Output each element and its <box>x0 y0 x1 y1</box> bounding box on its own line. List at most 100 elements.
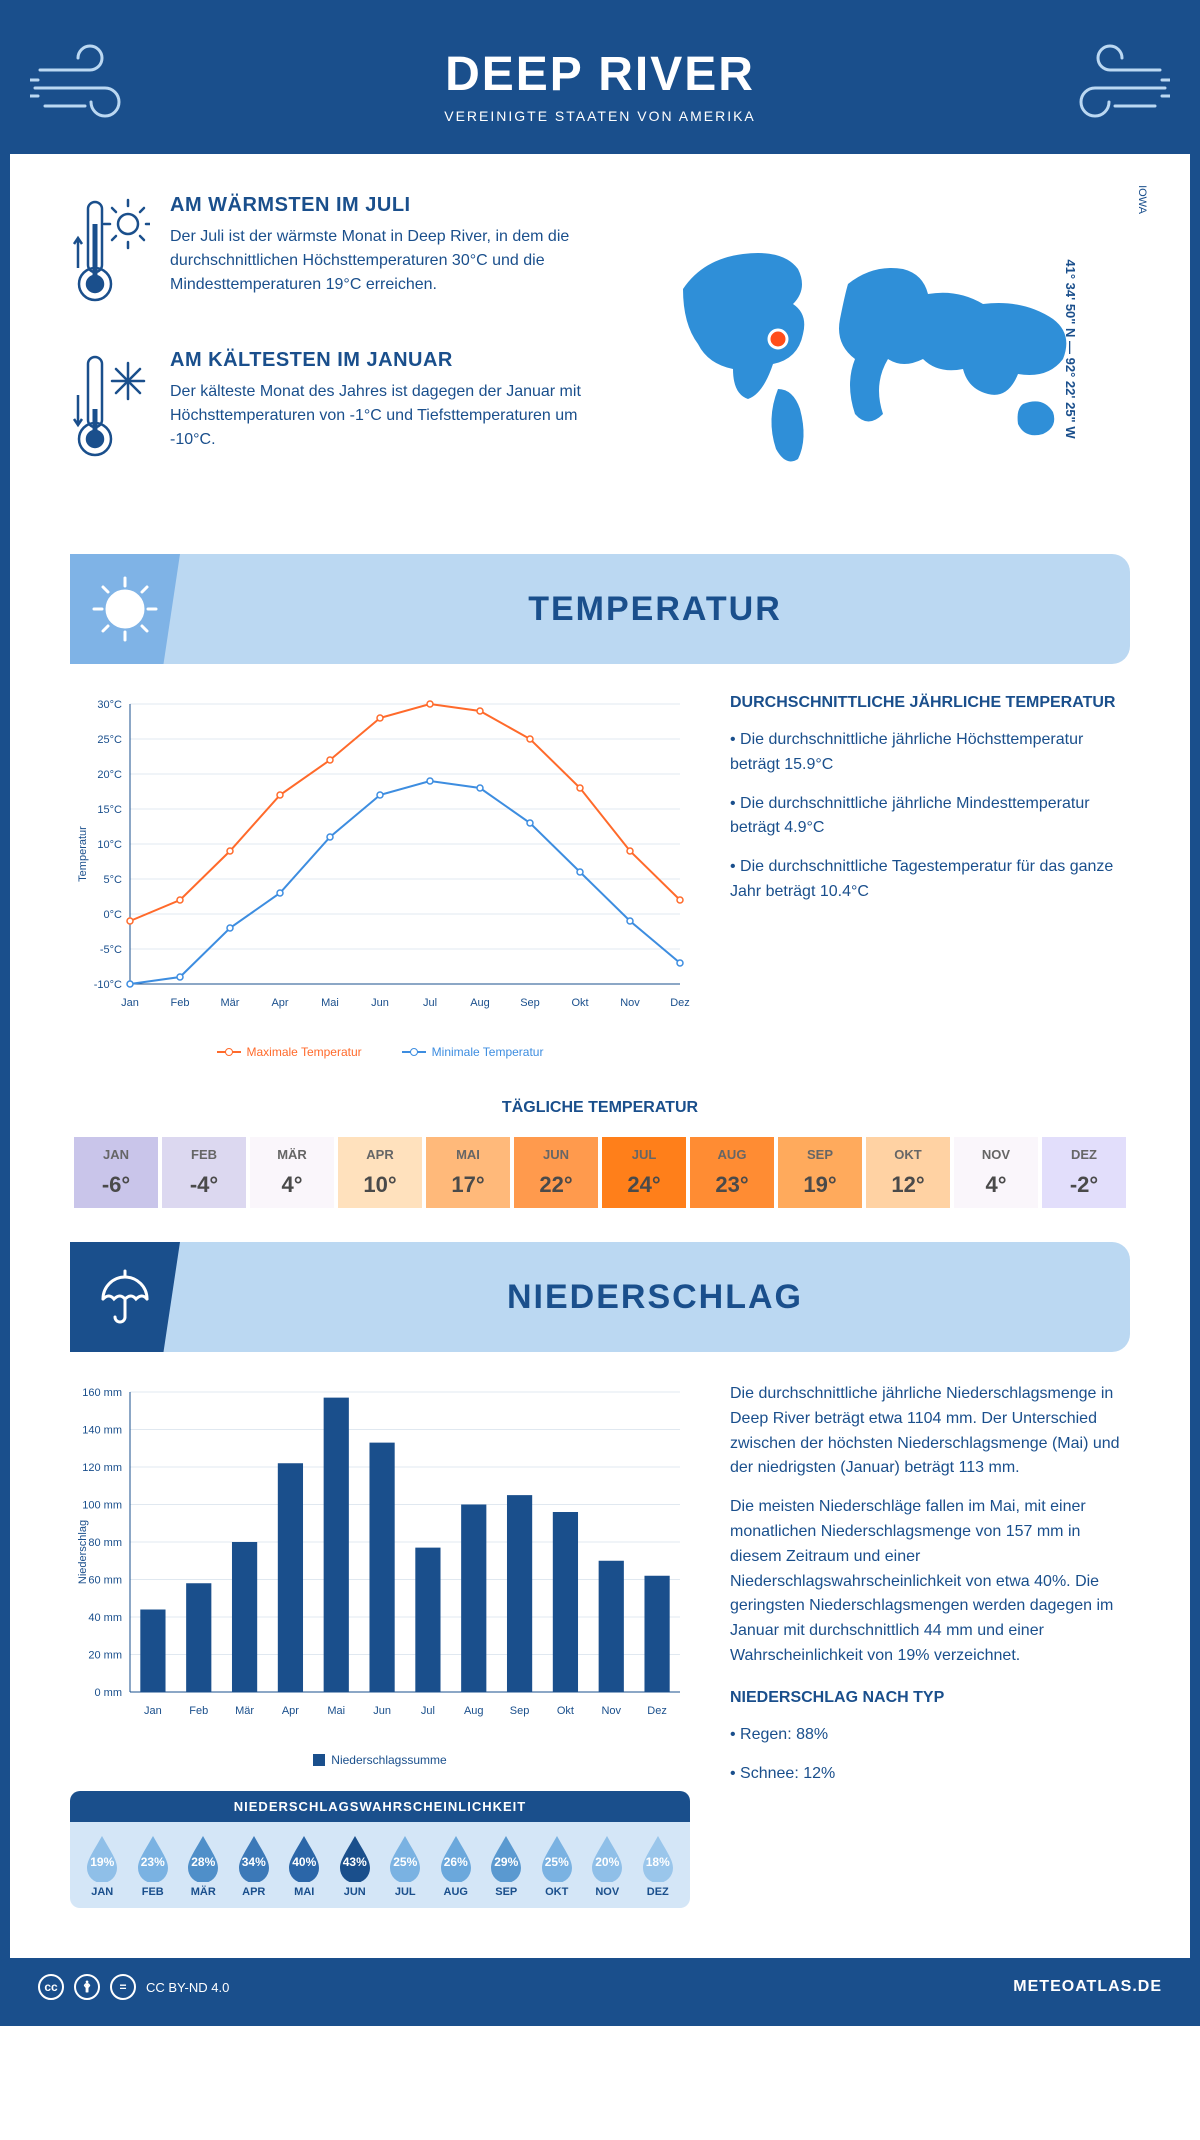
probability-cell: 19%JAN <box>78 1834 127 1898</box>
temp-summary-list: Die durchschnittliche jährliche Höchstte… <box>730 728 1130 905</box>
daily-temp-cell: JUN22° <box>512 1135 600 1210</box>
svg-text:Okt: Okt <box>557 1705 574 1717</box>
svg-text:Jun: Jun <box>373 1705 391 1717</box>
svg-text:5°C: 5°C <box>104 874 123 886</box>
svg-text:Aug: Aug <box>464 1705 484 1717</box>
precip-type-item: Regen: 88% <box>730 1723 1130 1748</box>
probability-cell: 43%JUN <box>331 1834 380 1898</box>
svg-text:120 mm: 120 mm <box>82 1462 122 1474</box>
license-text: CC BY-ND 4.0 <box>146 1980 229 1995</box>
footer: cc 🛉 = CC BY-ND 4.0 METEOATLAS.DE <box>10 1958 1190 2016</box>
probability-cell: 20%NOV <box>583 1834 632 1898</box>
header: DEEP RIVER VEREINIGTE STAATEN VON AMERIK… <box>10 10 1190 154</box>
svg-text:Apr: Apr <box>271 997 288 1009</box>
svg-text:0 mm: 0 mm <box>95 1687 123 1699</box>
precip-type-list: Regen: 88% Schnee: 12% <box>730 1723 1130 1787</box>
temp-bullet: Die durchschnittliche Tagestemperatur fü… <box>730 855 1130 905</box>
svg-text:20 mm: 20 mm <box>88 1650 122 1662</box>
svg-text:Nov: Nov <box>601 1705 621 1717</box>
svg-text:20°C: 20°C <box>97 769 122 781</box>
svg-text:Dez: Dez <box>670 997 690 1009</box>
svg-text:Jan: Jan <box>121 997 139 1009</box>
daily-temp-cell: AUG23° <box>688 1135 776 1210</box>
svg-text:160 mm: 160 mm <box>82 1387 122 1399</box>
wind-icon-left <box>30 40 150 130</box>
svg-text:100 mm: 100 mm <box>82 1500 122 1512</box>
svg-text:10°C: 10°C <box>97 839 122 851</box>
temp-legend: Maximale Temperatur Minimale Temperatur <box>70 1045 690 1059</box>
daily-temp-title: TÄGLICHE TEMPERATUR <box>10 1099 1190 1117</box>
location-marker <box>769 330 787 348</box>
probability-cell: 23%FEB <box>129 1834 178 1898</box>
temperature-line-chart: -10°C-5°C0°C5°C10°C15°C20°C25°C30°CJanFe… <box>70 694 690 1034</box>
precip-paragraph: Die durchschnittliche jährliche Niedersc… <box>730 1382 1130 1481</box>
coldest-text: Der kälteste Monat des Jahres ist dagege… <box>170 380 585 452</box>
probability-cell: 18%DEZ <box>634 1834 683 1898</box>
svg-text:Jan: Jan <box>144 1705 162 1717</box>
temp-summary-heading: DURCHSCHNITTLICHE JÄHRLICHE TEMPERATUR <box>730 694 1130 712</box>
precip-type-heading: NIEDERSCHLAG NACH TYP <box>730 1689 1130 1707</box>
cc-icon: cc <box>38 1974 64 2000</box>
svg-text:Okt: Okt <box>571 997 588 1009</box>
svg-text:-10°C: -10°C <box>94 979 122 991</box>
daily-temp-cell: OKT12° <box>864 1135 952 1210</box>
nd-icon: = <box>110 1974 136 2000</box>
probability-cell: 29%SEP <box>482 1834 531 1898</box>
daily-temp-cell: JUL24° <box>600 1135 688 1210</box>
svg-text:Jul: Jul <box>423 997 437 1009</box>
precipitation-heading: NIEDERSCHLAG <box>180 1278 1130 1317</box>
precip-type-item: Schnee: 12% <box>730 1762 1130 1787</box>
coordinates: 41° 34' 50" N — 92° 22' 25" W <box>1063 259 1078 438</box>
probability-title: NIEDERSCHLAGSWAHRSCHEINLICHKEIT <box>70 1791 690 1822</box>
svg-text:Sep: Sep <box>510 1705 530 1717</box>
page-subtitle: VEREINIGTE STAATEN VON AMERIKA <box>150 108 1050 124</box>
world-map <box>653 229 1093 469</box>
temp-bullet: Die durchschnittliche jährliche Mindestt… <box>730 792 1130 842</box>
probability-cell: 34%APR <box>230 1834 279 1898</box>
svg-text:Niederschlag: Niederschlag <box>77 1520 89 1584</box>
daily-temp-cell: MÄR4° <box>248 1135 336 1210</box>
region-label: IOWA <box>1136 185 1148 214</box>
svg-text:80 mm: 80 mm <box>88 1537 122 1549</box>
probability-cell: 26%AUG <box>432 1834 481 1898</box>
probability-cell: 40%MAI <box>280 1834 329 1898</box>
svg-text:Jul: Jul <box>421 1705 435 1717</box>
svg-text:Apr: Apr <box>282 1705 299 1717</box>
precipitation-bar-chart: 0 mm20 mm40 mm60 mm80 mm100 mm120 mm140 … <box>70 1382 690 1742</box>
daily-temp-table: JAN-6°FEB-4°MÄR4°APR10°MAI17°JUN22°JUL24… <box>70 1133 1130 1212</box>
svg-text:Mär: Mär <box>221 997 240 1009</box>
temperature-banner: TEMPERATUR <box>70 554 1130 664</box>
precip-legend: Niederschlagssumme <box>70 1753 690 1767</box>
svg-text:Aug: Aug <box>470 997 490 1009</box>
daily-temp-cell: SEP19° <box>776 1135 864 1210</box>
brand: METEOATLAS.DE <box>1013 1978 1162 1996</box>
umbrella-banner-icon <box>70 1242 180 1352</box>
temp-bullet: Die durchschnittliche jährliche Höchstte… <box>730 728 1130 778</box>
coldest-fact: AM KÄLTESTEN IM JANUAR Der kälteste Mona… <box>70 349 585 474</box>
daily-temp-cell: JAN-6° <box>72 1135 160 1210</box>
daily-temp-cell: APR10° <box>336 1135 424 1210</box>
svg-text:-5°C: -5°C <box>100 944 122 956</box>
precip-description: Die durchschnittliche jährliche Niedersc… <box>730 1382 1130 1669</box>
intro-section: AM WÄRMSTEN IM JULI Der Juli ist der wär… <box>10 154 1190 534</box>
svg-text:40 mm: 40 mm <box>88 1612 122 1624</box>
probability-cell: 25%OKT <box>533 1834 582 1898</box>
svg-text:60 mm: 60 mm <box>88 1575 122 1587</box>
svg-text:Jun: Jun <box>371 997 389 1009</box>
svg-text:Nov: Nov <box>620 997 640 1009</box>
svg-text:0°C: 0°C <box>104 909 123 921</box>
daily-temp-cell: NOV4° <box>952 1135 1040 1210</box>
precip-paragraph: Die meisten Niederschläge fallen im Mai,… <box>730 1495 1130 1669</box>
thermometer-sun-icon <box>70 194 150 319</box>
temperature-heading: TEMPERATUR <box>180 590 1130 629</box>
svg-text:Feb: Feb <box>171 997 190 1009</box>
coldest-title: AM KÄLTESTEN IM JANUAR <box>170 349 585 372</box>
svg-text:15°C: 15°C <box>97 804 122 816</box>
svg-text:Sep: Sep <box>520 997 540 1009</box>
probability-cell: 25%JUL <box>381 1834 430 1898</box>
daily-temp-cell: FEB-4° <box>160 1135 248 1210</box>
svg-text:Mär: Mär <box>235 1705 254 1717</box>
svg-text:Mai: Mai <box>327 1705 345 1717</box>
wind-icon-right <box>1050 40 1170 130</box>
probability-cell: 28%MÄR <box>179 1834 228 1898</box>
